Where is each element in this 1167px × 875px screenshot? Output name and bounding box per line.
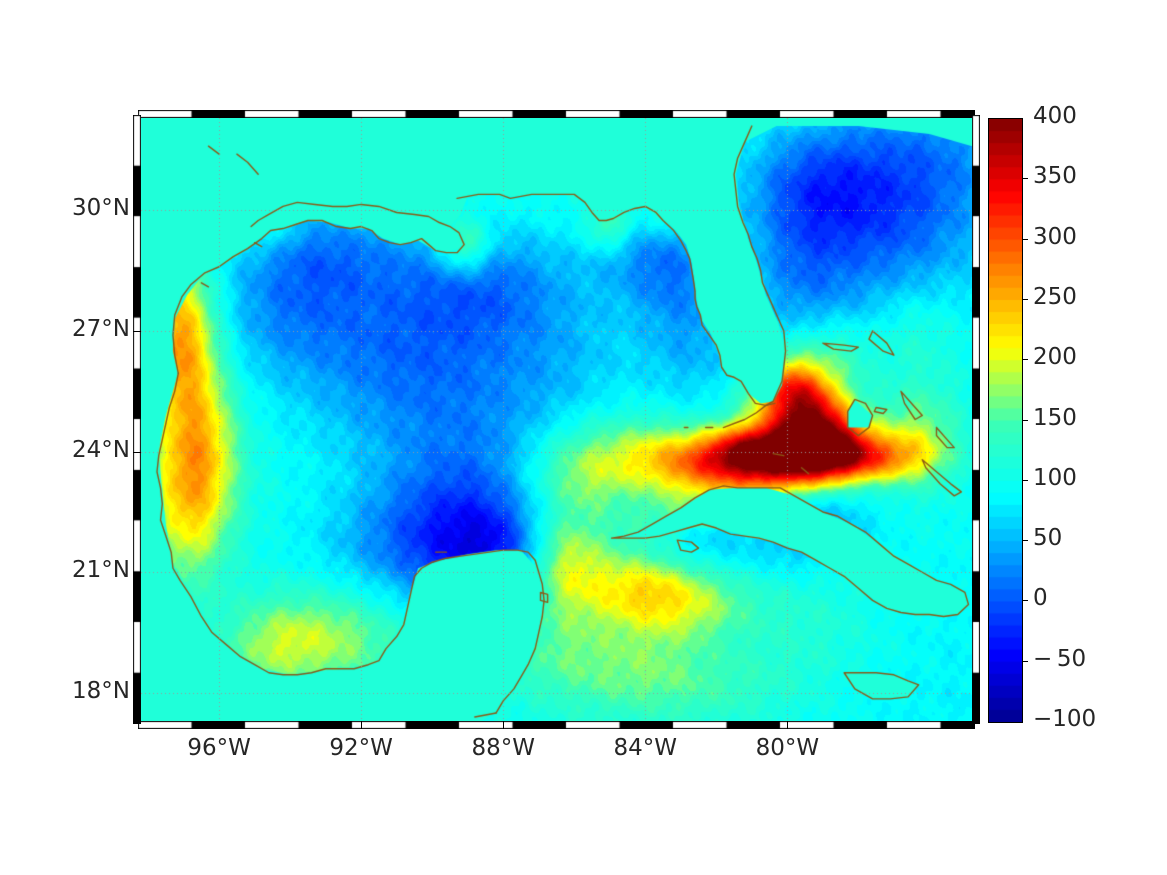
latitude-tick-label: 30°N <box>72 195 130 222</box>
colorbar-tick-label: 250 <box>1033 284 1077 310</box>
latitude-tick <box>133 210 141 211</box>
axes-spine-right <box>972 118 973 722</box>
longitude-tick-label: 80°W <box>755 735 820 761</box>
colorbar-tick <box>1022 480 1028 481</box>
longitude-tick <box>219 721 220 729</box>
latitude-tick-label: 21°N <box>72 557 130 584</box>
colorbar-tick-label: 100 <box>1033 465 1077 491</box>
latitude-tick-label: 18°N <box>72 677 130 704</box>
longitude-tick <box>503 721 504 729</box>
latitude-tick-label: 24°N <box>72 436 130 463</box>
axes-spine-top <box>141 117 973 118</box>
graticule-gridlines <box>141 118 972 721</box>
latitude-tick <box>133 331 141 332</box>
latitude-tick-label: 27°N <box>72 316 130 343</box>
colorbar-tick <box>1022 178 1028 179</box>
colorbar-tick-label: −100 <box>1033 706 1097 732</box>
map-frame-right <box>972 115 980 724</box>
map-frame-bottom <box>138 721 975 729</box>
latitude-tick <box>133 452 141 453</box>
colorbar-tick <box>1022 600 1028 601</box>
colorbar-gradient <box>989 119 1022 722</box>
colorbar-tick-label: 50 <box>1033 525 1063 551</box>
latitude-tick <box>133 693 141 694</box>
latitude-tick <box>133 572 141 573</box>
longitude-tick-label: 84°W <box>613 735 678 761</box>
colorbar-tick <box>1022 239 1028 240</box>
axes-spine-left <box>140 118 141 722</box>
colorbar-tick-label: − 50 <box>1033 646 1087 672</box>
map-axes[interactable] <box>141 118 972 721</box>
colorbar-tick <box>1022 359 1028 360</box>
axes-spine-bottom <box>141 721 973 722</box>
colorbar-tick-label: 200 <box>1033 344 1077 370</box>
colorbar-tick <box>1022 420 1028 421</box>
longitude-tick <box>361 721 362 729</box>
colorbar-tick-label: 400 <box>1033 103 1077 129</box>
longitude-tick <box>645 721 646 729</box>
colorbar-tick <box>1022 540 1028 541</box>
longitude-tick-label: 88°W <box>471 735 535 761</box>
colorbar-tick-label: 0 <box>1033 585 1048 611</box>
colorbar-tick <box>1022 299 1028 300</box>
colorbar-tick-label: 150 <box>1033 405 1077 431</box>
colorbar-tick <box>1022 661 1028 662</box>
colorbar-tick-label: 350 <box>1033 163 1077 189</box>
colorbar[interactable] <box>988 118 1023 723</box>
longitude-tick <box>787 721 788 729</box>
colorbar-tick-label: 300 <box>1033 224 1077 250</box>
longitude-tick-label: 92°W <box>329 735 393 761</box>
longitude-tick-label: 96°W <box>187 735 251 761</box>
